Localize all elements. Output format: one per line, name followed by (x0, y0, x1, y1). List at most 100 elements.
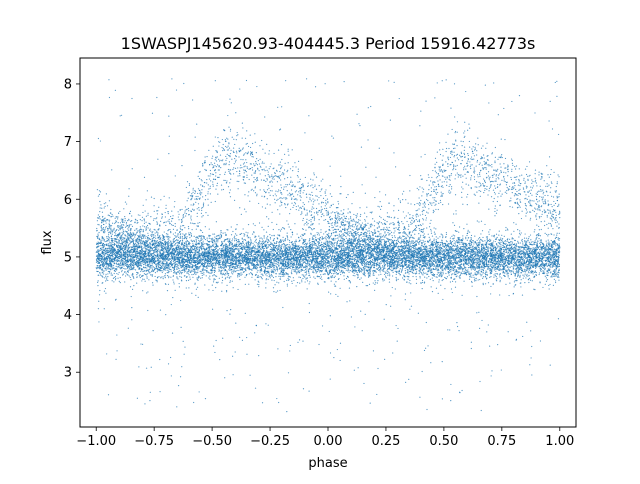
data-point (449, 179, 451, 181)
data-point (532, 259, 534, 261)
data-point (116, 236, 118, 238)
data-point (525, 246, 527, 248)
data-point (426, 195, 428, 197)
data-point (270, 269, 272, 271)
data-point (522, 242, 524, 244)
data-point (540, 188, 542, 191)
data-point (150, 241, 152, 243)
data-point (254, 279, 256, 281)
data-point (235, 239, 237, 242)
data-point (410, 305, 413, 307)
data-point (431, 260, 433, 262)
data-point (523, 255, 525, 257)
data-point (170, 276, 172, 278)
data-point (436, 268, 438, 270)
data-point (378, 274, 380, 276)
data-point (236, 269, 238, 271)
data-point (476, 239, 478, 241)
data-point (499, 264, 502, 266)
data-point (519, 230, 521, 232)
data-point (213, 162, 216, 164)
data-point (217, 281, 219, 283)
data-point (404, 243, 406, 245)
data-point (267, 171, 269, 173)
data-point (394, 230, 396, 232)
data-point (536, 236, 538, 238)
data-point (535, 238, 537, 240)
data-point (345, 249, 347, 251)
data-point (397, 220, 399, 222)
data-point (436, 250, 438, 253)
data-point (147, 212, 149, 214)
data-point (378, 226, 380, 228)
data-point (239, 175, 241, 177)
data-point (302, 192, 304, 194)
data-point (313, 215, 315, 217)
data-point (297, 341, 299, 343)
data-point (302, 219, 304, 222)
data-point (484, 248, 487, 250)
data-point (340, 246, 342, 248)
data-point (357, 275, 359, 277)
data-point (294, 269, 296, 271)
data-point (320, 266, 323, 268)
data-point (232, 355, 234, 357)
data-point (197, 175, 199, 177)
data-point (435, 177, 438, 179)
data-point (216, 185, 218, 187)
data-point (146, 267, 148, 269)
data-point (181, 366, 183, 368)
data-point (511, 186, 513, 189)
data-point (184, 346, 186, 348)
data-point (299, 282, 301, 284)
data-point (470, 164, 472, 166)
data-point (184, 249, 187, 251)
data-point (410, 292, 412, 294)
data-point (334, 275, 336, 277)
data-point (145, 367, 148, 369)
data-point (226, 276, 228, 278)
data-point (107, 273, 109, 275)
data-point (347, 228, 350, 230)
data-point (143, 226, 146, 228)
data-point (489, 165, 491, 167)
data-point (488, 231, 490, 233)
data-point (199, 191, 201, 193)
data-point (244, 239, 247, 241)
data-point (192, 99, 194, 101)
data-point (343, 272, 346, 274)
data-point (440, 284, 442, 286)
data-point (355, 217, 357, 219)
data-point (337, 215, 339, 217)
data-point (470, 240, 472, 242)
data-point (159, 264, 162, 267)
data-point (499, 173, 501, 175)
data-point (271, 211, 273, 213)
data-point (489, 276, 491, 278)
data-point (400, 271, 403, 273)
data-point (473, 155, 476, 157)
data-point (353, 237, 355, 239)
data-point (157, 232, 159, 234)
data-point (286, 220, 288, 222)
data-point (114, 279, 117, 281)
data-point (278, 282, 280, 284)
data-point (440, 265, 443, 267)
data-point (301, 279, 303, 281)
data-point (190, 271, 192, 273)
data-point (244, 182, 247, 184)
data-point (167, 233, 169, 235)
data-point (334, 272, 336, 274)
data-point (451, 269, 453, 271)
data-point (338, 230, 341, 233)
data-point (510, 265, 512, 267)
data-point (207, 214, 209, 216)
data-point (518, 260, 520, 262)
data-point (522, 188, 525, 190)
data-point (210, 260, 213, 263)
data-point (143, 247, 145, 249)
data-point (201, 209, 203, 211)
data-point (489, 176, 491, 178)
